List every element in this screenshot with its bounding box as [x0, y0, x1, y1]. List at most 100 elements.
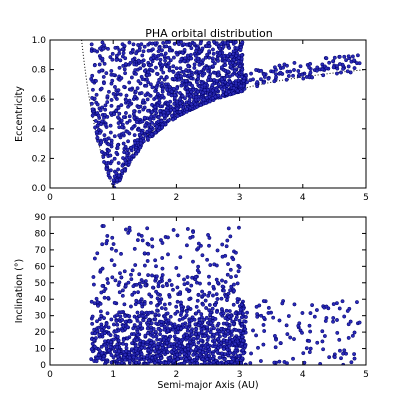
inclination-point	[127, 319, 132, 324]
inclination-point	[123, 284, 128, 289]
inclination-point	[150, 273, 154, 278]
eccentricity-point	[93, 119, 98, 123]
inclination-point	[104, 321, 109, 326]
inclination-point	[222, 357, 227, 362]
inclination-point	[241, 331, 246, 336]
eccentricity-point	[164, 44, 169, 49]
inclination-point	[240, 348, 245, 353]
eccentricity-point	[116, 88, 121, 93]
inclination-point	[346, 322, 351, 327]
inclination-point	[280, 301, 285, 306]
eccentricity-point	[327, 60, 332, 65]
inclination-point	[352, 356, 357, 361]
inclination-point	[195, 298, 200, 303]
inclination-point	[141, 355, 146, 360]
eccentricity-point	[94, 92, 99, 97]
inclination-point	[149, 341, 154, 346]
inclination-point	[154, 321, 159, 326]
eccentricity-point	[179, 57, 184, 61]
eccentricity-point	[249, 71, 254, 76]
inclination-point	[156, 313, 161, 318]
inclination-point	[164, 340, 169, 345]
eccentricity-point	[128, 60, 133, 65]
inclination-point	[223, 294, 228, 299]
eccentricity-point	[160, 87, 165, 92]
inclination-point	[117, 349, 121, 354]
inclination-point	[140, 238, 145, 243]
inclination-point	[100, 351, 104, 356]
inclination-point	[195, 361, 200, 365]
eccentricity-point	[136, 58, 141, 63]
eccentricity-point	[99, 140, 104, 145]
eccentricity-point	[217, 51, 222, 56]
inclination-point	[240, 338, 245, 343]
inclination-point	[232, 361, 237, 365]
inclination-point	[337, 337, 342, 342]
eccentricity-point	[297, 72, 302, 77]
eccentricity-point	[136, 105, 141, 110]
inclination-point	[308, 329, 313, 334]
inclination-point	[167, 294, 172, 299]
inclination-ytick-label: 60	[35, 262, 47, 272]
eccentricity-point	[116, 115, 120, 120]
inclination-ytick-label: 80	[35, 229, 47, 239]
inclination-point	[125, 325, 130, 330]
inclination-point	[168, 334, 173, 339]
inclination-point	[204, 315, 209, 320]
inclination-point	[211, 293, 215, 298]
inclination-point	[99, 325, 104, 329]
inclination-point	[251, 328, 255, 333]
inclination-point	[216, 337, 220, 341]
eccentricity-point	[100, 56, 105, 61]
inclination-point	[105, 311, 110, 316]
eccentricity-point	[197, 70, 202, 75]
inclination-point	[196, 293, 201, 297]
eccentricity-point	[324, 66, 329, 71]
inclination-point	[169, 342, 174, 347]
inclination-point	[123, 314, 128, 319]
inclination-point	[220, 242, 225, 247]
inclination-point	[277, 359, 282, 364]
inclination-point	[331, 302, 336, 307]
inclination-point	[185, 328, 190, 333]
inclination-point	[214, 331, 219, 336]
eccentricity-point	[207, 44, 212, 49]
inclination-point	[208, 312, 213, 317]
inclination-point	[242, 319, 247, 324]
inclination-point	[230, 337, 235, 342]
eccentricity-point	[156, 115, 161, 120]
eccentricity-point	[179, 104, 183, 109]
inclination-point	[198, 338, 203, 343]
inclination-point	[160, 342, 165, 347]
inclination-point	[197, 331, 202, 336]
eccentricity-point	[176, 42, 181, 47]
eccentricity-point	[154, 85, 159, 90]
inclination-point	[235, 297, 240, 301]
inclination-point	[208, 321, 213, 325]
inclination-point	[221, 288, 226, 293]
inclination-point	[216, 321, 221, 326]
eccentricity-point	[159, 67, 164, 72]
inclination-point	[188, 329, 193, 334]
inclination-point	[193, 274, 198, 279]
eccentricity-point	[166, 64, 171, 69]
inclination-point	[193, 347, 198, 352]
inclination-point	[135, 337, 140, 342]
eccentricity-ytick-label: 0.8	[32, 66, 47, 76]
inclination-point	[184, 313, 189, 318]
inclination-point	[166, 337, 171, 342]
inclination-point	[225, 298, 229, 303]
inclination-point	[133, 263, 138, 268]
eccentricity-point	[116, 106, 121, 111]
inclination-point	[104, 241, 109, 246]
inclination-point	[258, 359, 263, 363]
inclination-point	[256, 345, 260, 350]
eccentricity-point	[229, 54, 234, 59]
inclination-point	[331, 316, 336, 320]
eccentricity-point	[146, 48, 151, 53]
eccentricity-point	[126, 139, 131, 144]
inclination-point	[233, 341, 237, 346]
eccentricity-point	[142, 69, 147, 73]
inclination-point	[93, 331, 98, 336]
inclination-point	[205, 257, 210, 262]
